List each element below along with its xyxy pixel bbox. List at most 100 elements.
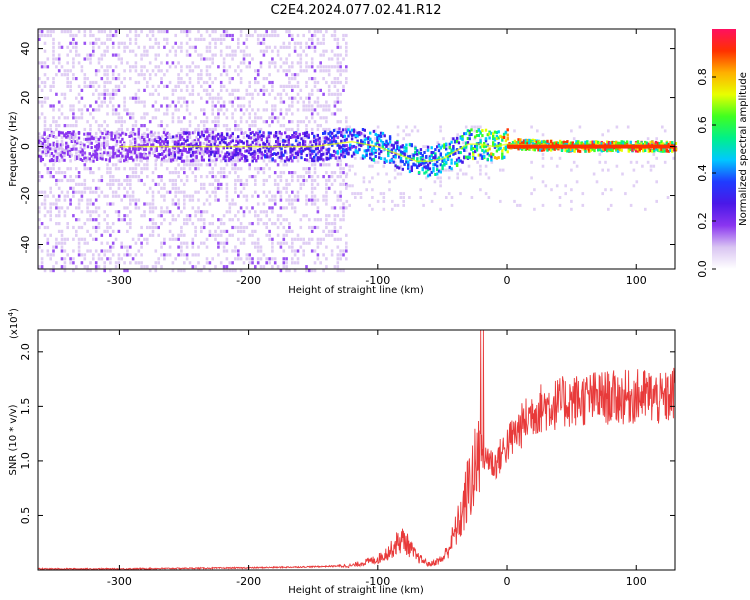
spectrogram-cell [48,147,52,151]
spectrogram-cell [208,131,212,136]
spectrogram-cell [174,237,177,241]
spectrogram-cell [174,178,177,183]
spectrogram-cell [109,186,112,190]
spectrogram-cell [439,146,442,150]
spectrogram-cell [225,33,229,38]
spectrogram-cell [52,249,55,253]
spectrogram-cell [607,129,610,133]
spectrogram-cell [171,237,175,241]
spectrogram-cell [308,30,311,34]
spectrogram-cell [186,135,189,139]
spectrogram-cell [89,53,92,57]
spectrogram-cell [60,30,64,34]
spectrogram-cell [423,161,426,165]
spectrogram-cell [299,245,303,249]
spectrogram-cell [49,30,52,34]
spectrogram-cell [348,203,351,207]
spectrogram-cell [165,124,169,128]
spectrogram-cell [358,131,361,135]
spectrogram-cell [428,156,432,160]
spectrogram-cell [430,146,433,150]
spectrogram-cell [197,92,200,96]
spectrogram-cell [345,65,348,69]
spectrogram-cell [308,198,311,202]
spectrogram-cell [202,134,205,137]
spectrogram-cell [316,100,320,104]
spectrogram-cell [513,139,517,143]
spectrogram-cell [38,171,41,175]
spectrogram-cell [129,167,132,171]
spectrogram-cell [117,149,120,153]
spectrogram-cell [369,156,372,160]
spectrogram-cell [333,265,337,269]
spectrogram-cell [314,142,318,146]
spectrogram-cell [52,84,55,88]
spectrogram-cell [134,96,138,100]
spectrogram-cell [368,164,371,168]
spectrogram-cell [211,57,214,61]
spectrogram-cell [302,104,305,108]
spectrogram-cell [109,175,112,179]
spectrogram-cell [129,178,132,183]
spectrogram-cell [134,80,138,85]
spectrogram-cell [336,100,340,104]
spectrogram-cell [518,203,522,207]
spectrogram-cell [495,131,499,134]
spectrogram-cell [55,65,58,69]
spectrogram-cell [52,269,55,273]
spectrogram-cell [271,194,274,198]
spectrogram-cell [316,104,320,108]
spectrogram-cell [142,138,146,141]
spectrogram-cell [517,140,520,144]
spectrogram-cell [433,192,437,196]
spectrogram-cell [445,153,448,157]
spectrogram-cell [332,154,336,157]
spectrogram-cell [345,77,348,81]
spectrogram-cell [110,137,113,141]
spectrogram-cell [253,138,256,142]
spectrogram-cell [349,130,352,134]
spectrogram-cell [313,108,317,112]
spectrogram-cell [185,104,189,108]
spectrogram-cell [197,210,200,214]
spectrogram-cell [426,145,430,149]
spectrogram-cell [152,133,155,137]
spectrogram-cell [189,159,193,163]
spectrogram-cell [164,133,167,137]
spectrogram-cell [208,269,212,273]
spectrogram-cell [457,141,461,145]
spectrogram-cell [183,127,186,132]
spectrogram-cell [89,214,92,218]
spectrogram-cell [285,206,288,210]
spectrogram-cell [120,80,123,85]
spectrogram-cell [163,45,166,49]
spectrogram-cell [148,153,151,157]
spectrogram-cell [493,145,497,149]
spectrogram-cell [182,138,186,142]
spectrogram-cell [595,140,598,144]
spectrogram-cell [83,178,87,183]
spectrogram-cell [293,171,297,175]
spectrogram-cell [459,136,462,140]
spectrogram-cell [106,33,109,38]
spectrogram-cell [185,175,189,179]
spectrogram-cell [271,257,274,261]
spectrogram-cell [333,80,337,85]
spectrogram-cell [316,135,320,139]
spectrogram-cell [336,131,339,135]
spectrogram-cell [437,156,441,160]
spectrogram-cell [72,65,75,69]
spectrogram-cell [222,135,225,139]
spectrogram-cell [564,192,567,196]
spectrogram-cell [52,141,55,145]
spectrogram-cell [481,156,484,160]
spectrogram-cell [262,167,266,171]
spectrogram-cell [109,167,112,171]
spectrogram-cell [63,116,67,120]
spectrogram-cell [50,134,54,138]
spectrogram-cell [128,156,131,160]
spectrogram-cell [180,96,183,100]
spectrogram-cell [180,30,183,34]
spectrogram-cell [79,157,82,161]
spectrogram-cell [202,158,205,162]
